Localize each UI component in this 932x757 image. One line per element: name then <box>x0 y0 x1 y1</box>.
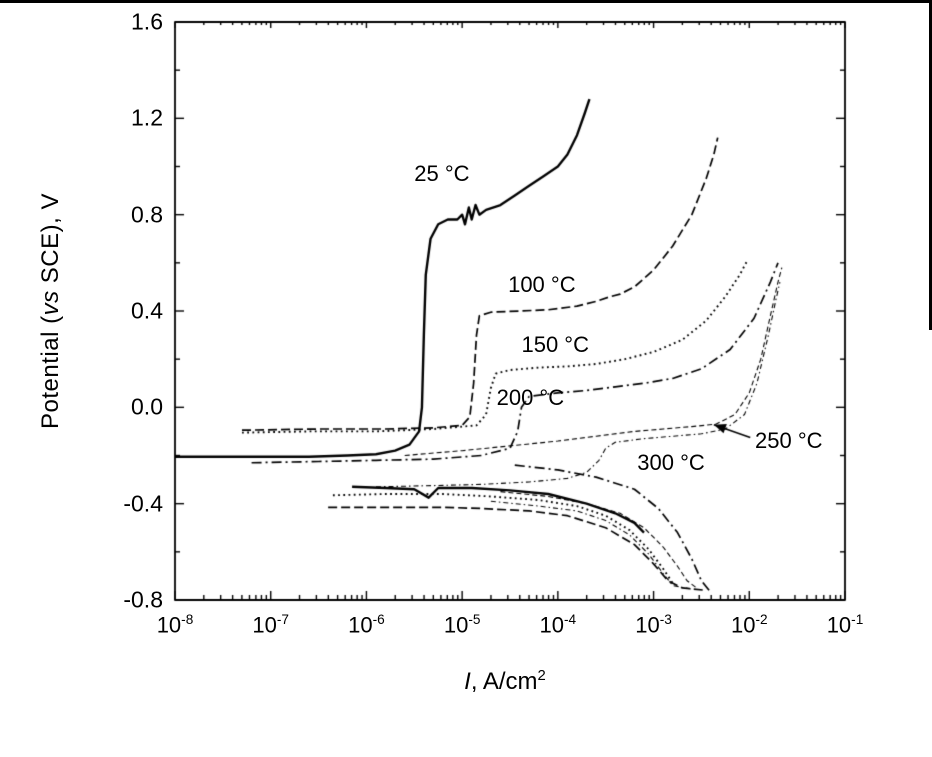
y-axis-title-text: Potential ( <box>37 315 64 429</box>
x-axis-title-units: , A/cm <box>470 668 538 695</box>
y-axis-title-text2: SCE), V <box>37 193 64 291</box>
x-tick-label: 10-6 <box>348 612 385 638</box>
curve-label-300c: 300 °C <box>637 449 705 475</box>
curve-label-25c: 25 °C <box>414 160 470 186</box>
y-tick-label: 0.8 <box>131 201 163 228</box>
x-tick-label: 10-4 <box>539 612 577 638</box>
curve-label-250c: 250 °C <box>755 428 823 454</box>
x-tick-label: 10-1 <box>826 612 864 638</box>
x-tick-label: 10-7 <box>252 612 290 638</box>
y-tick-label: 1.6 <box>131 8 163 35</box>
x-tick-label: 10-3 <box>635 612 672 638</box>
curve-label-100c: 100 °C <box>508 271 576 297</box>
x-axis-title: I, A/cm2 <box>355 668 655 702</box>
y-axis-title-vs: vs <box>37 290 64 316</box>
x-axis-title-symbol: I <box>464 668 471 695</box>
y-tick-label: 1.2 <box>131 104 163 131</box>
y-tick-label: -0.4 <box>123 490 163 517</box>
curve-label-150c: 150 °C <box>521 331 589 357</box>
x-tick-label: 10-2 <box>730 612 768 638</box>
y-tick-label: 0.0 <box>131 393 163 420</box>
y-tick-label: -0.8 <box>123 586 163 613</box>
x-tick-label: 10-8 <box>156 612 194 638</box>
curve-label-200c: 200 °C <box>496 384 565 410</box>
x-tick-label: 10-5 <box>443 612 481 638</box>
x-axis-title-exponent: 2 <box>537 668 546 684</box>
y-tick-label: 0.4 <box>131 297 163 324</box>
y-axis-title: Potential (vs SCE), V <box>37 111 67 511</box>
